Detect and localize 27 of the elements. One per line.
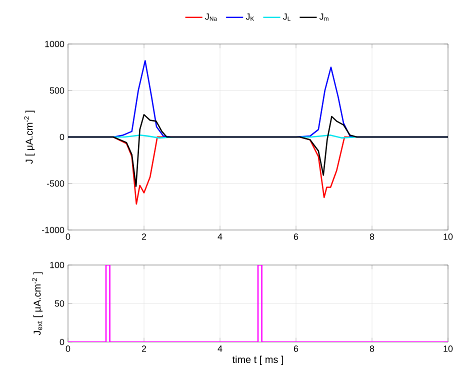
y-tick-label: 100 [50, 262, 64, 268]
x-tick-label: 4 [218, 346, 222, 352]
legend-label: J$_{K}$ [246, 14, 254, 21]
y-tick-label: -1000 [42, 226, 64, 234]
y-tick-label: 0 [60, 338, 64, 346]
y-tick-label: 50 [54, 300, 64, 307]
x-tick-label: 4 [218, 234, 222, 240]
x-tick-label: 2 [142, 234, 146, 240]
x-tick-label: 0 [66, 234, 70, 240]
legend-label: J$_{Na}$ [205, 14, 218, 21]
x-tick-label: 10 [444, 234, 453, 240]
x-axis-title: time t [ ms ] [232, 356, 284, 365]
x-tick-label: 2 [142, 346, 146, 352]
y-tick-label: 1000 [45, 40, 64, 48]
x-tick-label: 6 [294, 234, 298, 240]
y-axis-title: J$_{ext}$ [ μA.cm$^{-2}$ ] [32, 272, 43, 336]
legend-label: J$_{L}$ [282, 14, 290, 21]
x-tick-label: 8 [370, 346, 374, 352]
x-tick-label: 6 [294, 346, 298, 352]
y-tick-label: 0 [60, 134, 64, 140]
x-tick-label: 10 [444, 346, 453, 352]
x-tick-label: 8 [370, 234, 374, 240]
x-tick-label: 0 [66, 346, 70, 352]
y-tick-label: 500 [50, 87, 64, 94]
y-tick-label: -500 [46, 180, 64, 187]
legend-label: J$_{m}$ [319, 14, 328, 21]
y-axis-title: J [ μA.cm$^{-2}$ ] [24, 110, 35, 164]
